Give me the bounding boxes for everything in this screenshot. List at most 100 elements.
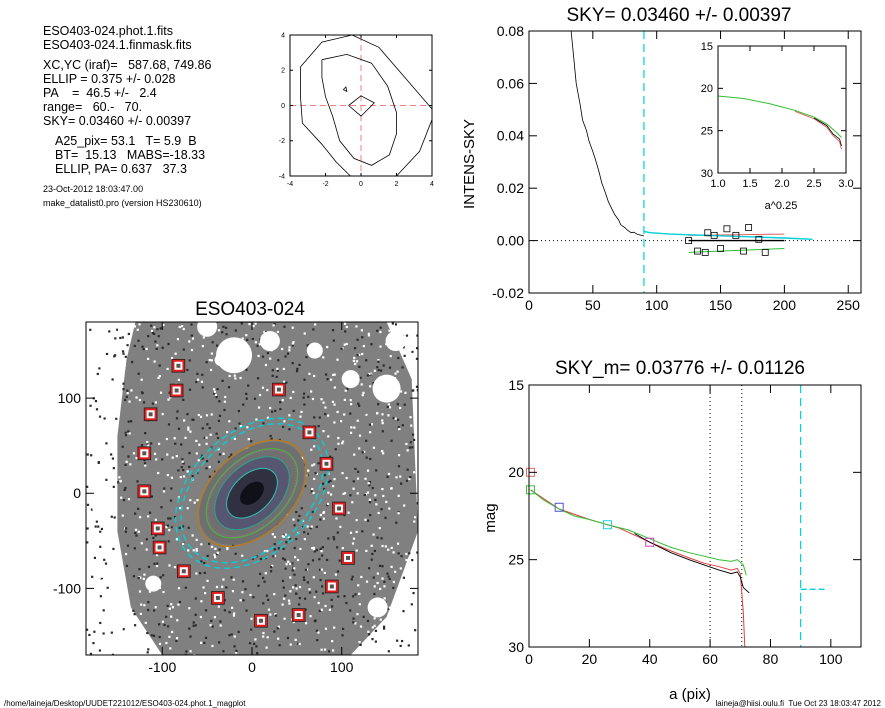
noise-pixel	[171, 456, 174, 459]
sky-box-core	[346, 555, 351, 560]
noise-pixel	[293, 556, 297, 559]
noise-pixel	[394, 323, 398, 326]
noise-pixel	[91, 605, 95, 608]
noise-pixel	[270, 437, 273, 440]
noise-pixel	[273, 548, 276, 551]
noise-pixel	[324, 604, 327, 608]
noise-pixel	[136, 507, 140, 510]
noise-pixel	[122, 388, 125, 391]
noise-pixel	[406, 355, 409, 358]
noise-pixel	[289, 590, 292, 593]
noise-pixel	[168, 607, 171, 610]
noise-pixel	[231, 543, 235, 546]
noise-pixel	[345, 601, 348, 605]
noise-pixel	[271, 374, 274, 377]
noise-pixel	[124, 552, 128, 556]
noise-pixel	[111, 579, 114, 582]
noise-pixel	[215, 552, 218, 556]
noise-pixel	[354, 467, 357, 471]
noise-pixel	[201, 344, 204, 348]
noise-pixel	[102, 632, 105, 635]
noise-pixel	[195, 439, 198, 443]
noise-pixel	[410, 323, 413, 326]
noise-pixel	[134, 512, 137, 515]
noise-pixel	[409, 475, 412, 479]
noise-pixel	[291, 361, 294, 365]
noise-pixel	[276, 627, 279, 630]
noise-pixel	[361, 352, 364, 356]
noise-pixel	[371, 552, 374, 556]
noise-pixel	[397, 494, 400, 497]
noise-pixel	[146, 608, 150, 612]
noise-pixel	[375, 469, 378, 472]
noise-pixel	[321, 554, 324, 557]
noise-pixel	[293, 567, 296, 570]
inset-ytick-label: 30	[701, 168, 713, 180]
noise-pixel	[295, 592, 298, 595]
noise-pixel	[204, 592, 207, 595]
noise-pixel	[143, 604, 146, 607]
noise-pixel	[200, 641, 203, 644]
noise-pixel	[341, 547, 344, 550]
noise-pixel	[332, 536, 335, 539]
noise-pixel	[233, 635, 236, 638]
noise-pixel	[124, 333, 127, 336]
noise-pixel	[98, 367, 101, 370]
noise-pixel	[115, 341, 118, 344]
noise-pixel	[187, 428, 190, 431]
noise-pixel	[217, 448, 220, 451]
noise-pixel	[354, 593, 357, 596]
noise-pixel	[90, 641, 93, 644]
noise-pixel	[389, 355, 392, 358]
noise-pixel	[228, 420, 231, 423]
noise-pixel	[106, 586, 109, 589]
noise-pixel	[122, 499, 126, 502]
noise-pixel	[163, 487, 166, 490]
noise-pixel	[138, 631, 141, 635]
position-angle: PA = 46.5 +/- 2.4	[43, 86, 157, 100]
noise-pixel	[138, 590, 142, 593]
noise-pixel	[101, 566, 104, 569]
noise-pixel	[363, 493, 367, 497]
noise-pixel	[262, 602, 265, 605]
noise-pixel	[321, 482, 325, 485]
mag-ytick-label: 15	[508, 377, 524, 393]
noise-pixel	[287, 599, 291, 602]
inset-xtick-label: 1.0	[710, 178, 725, 190]
noise-pixel	[413, 516, 417, 519]
noise-pixel	[125, 395, 128, 398]
noise-pixel	[190, 348, 194, 352]
noise-pixel	[162, 590, 165, 594]
noise-pixel	[147, 565, 151, 569]
noise-pixel	[169, 396, 172, 399]
noise-pixel	[102, 438, 105, 441]
noise-pixel	[405, 552, 408, 556]
noise-pixel	[365, 439, 368, 442]
noise-pixel	[199, 615, 202, 619]
noise-pixel	[324, 627, 328, 630]
noise-pixel	[162, 490, 166, 493]
noise-pixel	[255, 555, 258, 558]
ellipticity: ELLIP = 0.375 +/- 0.028	[43, 72, 176, 86]
noise-pixel	[140, 391, 144, 394]
noise-pixel	[146, 442, 149, 445]
sky-box-core	[307, 430, 312, 435]
noise-pixel	[132, 575, 136, 578]
sky-ytick-label: 0.06	[497, 75, 524, 91]
noise-pixel	[331, 373, 335, 377]
noise-pixel	[208, 475, 211, 478]
noise-pixel	[103, 558, 106, 561]
noise-pixel	[201, 427, 204, 430]
noise-pixel	[245, 334, 248, 337]
star-mask-blob	[306, 342, 323, 359]
noise-pixel	[223, 400, 226, 403]
noise-pixel	[179, 476, 182, 479]
noise-pixel	[401, 366, 404, 369]
noise-pixel	[304, 568, 308, 571]
noise-pixel	[291, 342, 294, 345]
noise-pixel	[277, 637, 280, 640]
noise-pixel	[195, 452, 198, 455]
noise-pixel	[122, 358, 125, 361]
noise-pixel	[244, 588, 247, 591]
contour-xtick-label: 4	[430, 181, 434, 188]
